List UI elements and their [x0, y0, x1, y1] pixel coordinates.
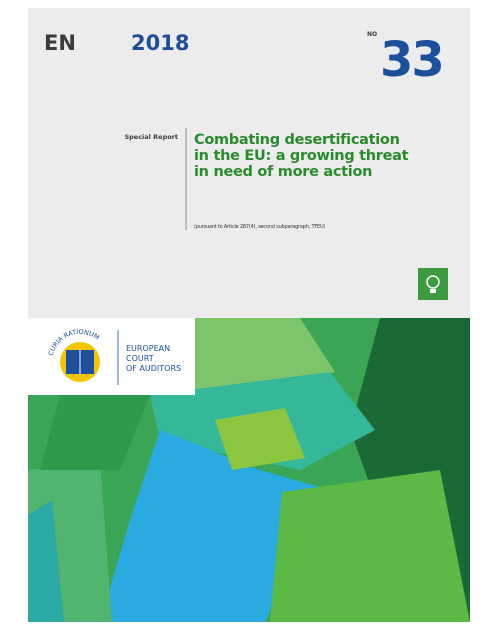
report-type: Special Report: [124, 133, 178, 141]
issue-number: 33: [380, 32, 443, 88]
title-line: in need of more action: [194, 164, 372, 180]
logo-name-line: EUROPEAN: [126, 344, 170, 353]
language: EN: [44, 31, 76, 55]
top-panel: [28, 8, 470, 318]
year: 2018: [131, 31, 189, 55]
logo-name-line: OF AUDITORS: [126, 364, 181, 373]
icon: [418, 268, 448, 300]
number-label: NO: [367, 31, 377, 38]
subtitle: (pursuant to Article 287(4), second subp…: [194, 224, 325, 230]
title-line: in the EU: a growing threat: [194, 148, 409, 164]
logo-name-line: COURT: [126, 354, 154, 363]
title-line: Combating desertification: [194, 132, 400, 148]
